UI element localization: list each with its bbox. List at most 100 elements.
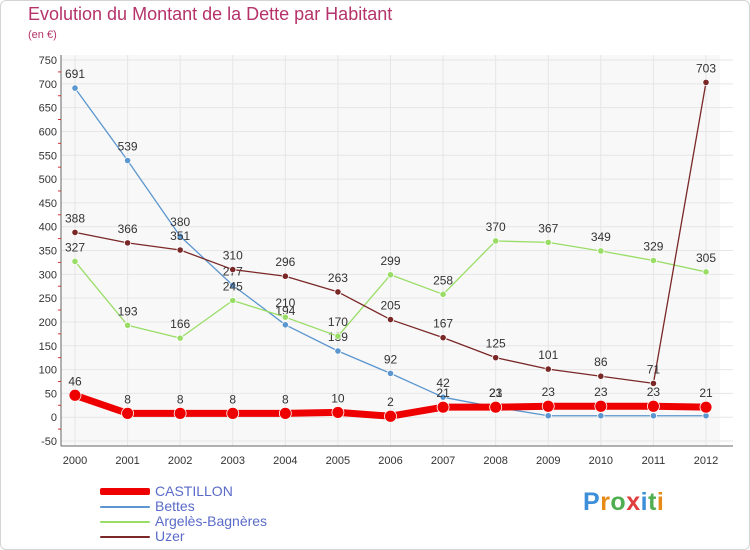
data-label-argeles-bagneres: 327	[65, 240, 85, 254]
x-tick-label: 2003	[221, 455, 245, 467]
logo-letter: t	[648, 488, 657, 516]
data-point-castillon	[226, 406, 240, 420]
x-tick-label: 2009	[536, 455, 560, 467]
data-point-bettes	[229, 281, 237, 289]
legend-item-castillon: CASTILLON	[100, 483, 400, 499]
legend-label-uzer: Uzer	[155, 528, 185, 544]
data-point-uzer	[71, 228, 79, 237]
data-point-bettes	[597, 412, 605, 420]
data-label-uzer: 351	[170, 229, 190, 243]
data-label-bettes: 691	[65, 67, 85, 81]
data-label-castillon: 21	[699, 386, 713, 400]
y-tick-label: 350	[39, 246, 57, 258]
legend-item-bettes: Bettes	[100, 498, 400, 514]
legend-swatch-uzer	[100, 536, 150, 538]
data-point-uzer	[229, 265, 237, 274]
logo-letter: P	[583, 488, 601, 516]
y-tick-label: 150	[39, 341, 57, 353]
data-label-castillon: 23	[489, 386, 503, 400]
data-point-bettes	[439, 393, 447, 401]
x-tick-label: 2006	[378, 455, 402, 467]
data-point-argeles-bagneres	[334, 332, 342, 340]
data-point-uzer	[597, 372, 605, 380]
y-tick-label: 100	[39, 365, 57, 377]
data-point-argeles-bagneres	[176, 334, 184, 342]
data-label-castillon: 23	[594, 385, 608, 399]
data-label-uzer: 167	[433, 317, 453, 331]
x-tick-label: 2008	[483, 455, 507, 467]
x-tick-label: 2002	[168, 455, 192, 467]
x-tick-label: 2000	[63, 455, 87, 467]
data-label-bettes: 92	[384, 352, 398, 366]
data-point-castillon	[278, 406, 292, 420]
data-label-castillon: 8	[177, 392, 184, 406]
data-point-argeles-bagneres	[439, 290, 447, 298]
data-point-castillon	[331, 406, 345, 419]
legend-label-castillon: CASTILLON	[155, 483, 233, 499]
data-label-castillon: 8	[229, 392, 236, 406]
data-point-argeles-bagneres	[386, 271, 395, 279]
data-point-bettes	[71, 84, 79, 92]
chart-legend: CASTILLON Bettes Argelès-Bagnères Uzer	[100, 483, 400, 544]
logo-letter: o	[610, 488, 627, 516]
y-tick-label: 50	[45, 388, 57, 400]
data-point-argeles-bagneres	[597, 247, 605, 255]
data-point-uzer	[439, 334, 447, 342]
legend-item-argeles-bagneres: Argelès-Bagnères	[100, 513, 400, 529]
data-point-bettes	[123, 156, 132, 165]
data-label-uzer: 703	[696, 61, 716, 75]
y-tick-label: 550	[39, 150, 57, 162]
y-tick-label: 700	[39, 79, 57, 91]
x-tick-label: 2011	[642, 455, 666, 467]
data-point-argeles-bagneres	[123, 321, 132, 329]
data-point-argeles-bagneres	[229, 296, 237, 305]
data-label-argeles-bagneres: 367	[538, 221, 558, 235]
y-tick-label: 750	[39, 55, 57, 67]
data-label-castillon: 8	[124, 392, 131, 406]
data-label-uzer: 71	[647, 362, 661, 376]
data-point-castillon	[68, 388, 82, 402]
data-label-bettes: 42	[436, 376, 450, 390]
legend-label-bettes: Bettes	[155, 498, 195, 514]
y-tick-label: 450	[39, 198, 57, 210]
data-point-argeles-bagneres	[702, 268, 710, 276]
x-tick-label: 2005	[326, 455, 350, 467]
data-label-argeles-bagneres: 329	[643, 240, 663, 254]
legend-swatch-bettes	[100, 506, 150, 508]
data-point-castillon	[436, 400, 450, 414]
data-point-uzer	[544, 365, 552, 373]
y-tick-label: -50	[41, 436, 57, 448]
data-label-uzer: 205	[380, 299, 400, 313]
data-label-castillon: 2	[387, 395, 394, 409]
data-label-castillon: 23	[647, 385, 661, 399]
data-label-uzer: 86	[594, 355, 608, 369]
data-point-uzer	[176, 246, 184, 254]
data-point-uzer	[334, 288, 342, 296]
chart-title: Evolution du Montant de la Dette par Hab…	[28, 4, 393, 24]
y-tick-label: 650	[39, 103, 57, 115]
data-label-castillon: 23	[542, 385, 556, 399]
logo-letter: i	[640, 488, 649, 516]
logo-letter: r	[600, 488, 611, 516]
data-point-uzer	[123, 239, 132, 247]
data-label-argeles-bagneres: 305	[696, 251, 716, 265]
x-tick-label: 2007	[431, 455, 455, 467]
data-label-uzer: 125	[486, 337, 506, 351]
data-point-bettes	[649, 412, 658, 420]
data-point-bettes	[176, 232, 184, 240]
data-point-bettes	[334, 347, 342, 355]
data-point-bettes	[281, 321, 289, 329]
data-label-argeles-bagneres: 170	[328, 315, 348, 329]
y-tick-label: 400	[39, 222, 57, 234]
data-point-castillon	[594, 399, 608, 413]
y-tick-label: 300	[39, 269, 57, 281]
data-label-uzer: 366	[118, 222, 138, 236]
data-point-castillon	[384, 409, 397, 423]
data-point-uzer	[649, 379, 658, 387]
x-tick-label: 2001	[115, 455, 139, 467]
data-label-castillon: 8	[282, 392, 289, 406]
legend-swatch-castillon	[100, 488, 150, 495]
legend-item-uzer: Uzer	[100, 528, 400, 544]
data-point-castillon	[647, 399, 660, 413]
